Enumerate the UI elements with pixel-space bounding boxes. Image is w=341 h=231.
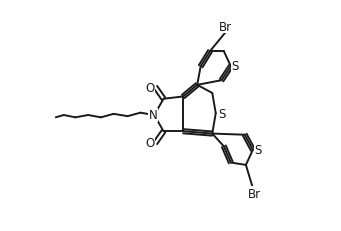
- Text: S: S: [218, 107, 225, 120]
- Text: S: S: [254, 144, 262, 157]
- Text: Br: Br: [248, 187, 261, 200]
- Text: N: N: [149, 109, 158, 122]
- Text: S: S: [231, 59, 239, 72]
- Text: O: O: [145, 137, 154, 150]
- Text: O: O: [145, 81, 154, 94]
- Text: Br: Br: [219, 21, 232, 34]
